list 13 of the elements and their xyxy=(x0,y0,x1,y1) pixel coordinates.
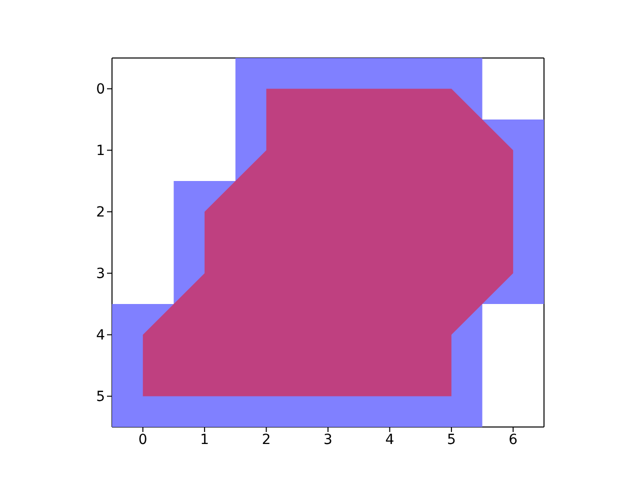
y-tick-label: 4 xyxy=(96,328,106,344)
x-tick-label: 4 xyxy=(385,432,394,448)
x-tick-label: 6 xyxy=(508,432,518,448)
x-tick-label: 2 xyxy=(262,432,271,448)
y-tick-label: 1 xyxy=(96,143,105,160)
y-tick-label: 2 xyxy=(96,204,105,221)
y-tick-label: 0 xyxy=(96,82,105,98)
y-tick-label: 3 xyxy=(96,266,105,282)
x-tick-label: 5 xyxy=(446,432,456,448)
y-tick-label: 5 xyxy=(96,389,105,406)
x-tick-label: 0 xyxy=(138,432,148,448)
x-tick-label: 1 xyxy=(200,432,210,448)
x-tick-label: 3 xyxy=(324,432,332,448)
